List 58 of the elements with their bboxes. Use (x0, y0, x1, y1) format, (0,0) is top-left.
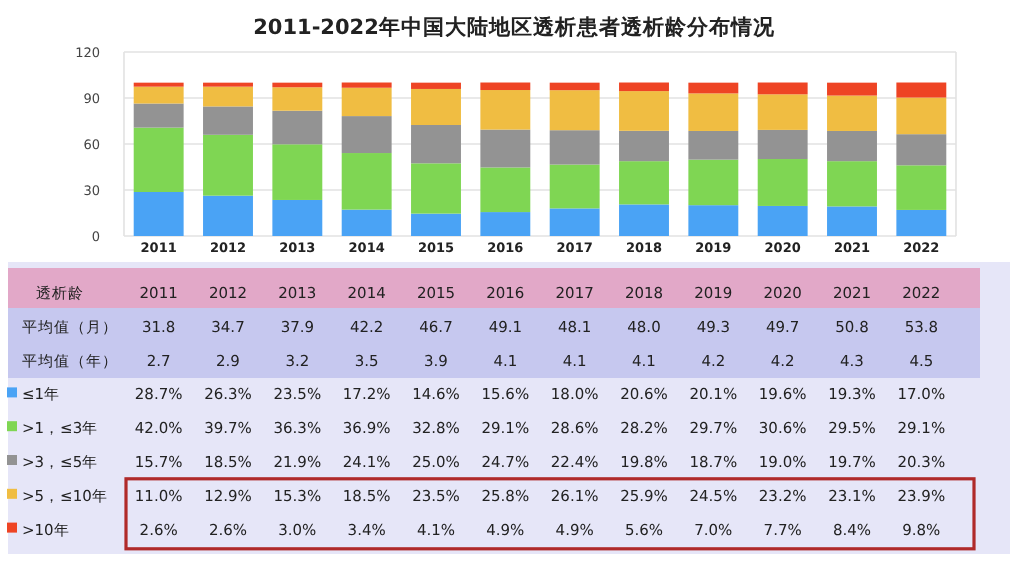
bar (619, 82, 669, 92)
bar (133, 86, 184, 104)
bar (896, 134, 947, 166)
bar (757, 159, 808, 206)
bar (341, 82, 392, 88)
bar (827, 161, 877, 207)
bar (896, 82, 947, 98)
bar (480, 212, 531, 236)
bar (480, 82, 531, 91)
bar (341, 153, 392, 210)
bar (341, 116, 392, 154)
bar (619, 161, 669, 205)
bar (133, 127, 184, 192)
bar (272, 199, 323, 236)
bar (133, 103, 184, 128)
bar (272, 144, 323, 200)
bar (688, 130, 739, 160)
bar (619, 204, 669, 236)
bar (688, 93, 739, 131)
bar (133, 191, 184, 236)
bar (619, 130, 669, 162)
bar (827, 206, 877, 236)
bar (203, 106, 253, 135)
bar (827, 130, 877, 162)
bar (896, 165, 947, 210)
chart-title: 2011-2022年中国大陆地区透析患者透析龄分布情况 (253, 14, 777, 40)
bar (896, 209, 947, 236)
bar (619, 91, 669, 131)
bar (203, 134, 253, 196)
bar (549, 130, 600, 165)
bar (341, 87, 392, 117)
bar (688, 82, 739, 94)
bar (411, 124, 461, 164)
bar (411, 213, 461, 236)
bar (549, 90, 600, 131)
bar (480, 129, 531, 168)
bar (411, 88, 461, 125)
bar (272, 110, 323, 145)
bar (341, 209, 392, 236)
bar (827, 95, 877, 131)
bar (827, 82, 877, 96)
bar (549, 82, 600, 91)
bar (688, 205, 739, 236)
bar (203, 195, 253, 236)
bar (480, 90, 531, 130)
bar (549, 164, 600, 209)
bar (549, 208, 600, 236)
bar (411, 82, 461, 89)
bar (757, 82, 808, 95)
bar (757, 129, 808, 160)
bar (480, 167, 531, 213)
bar (896, 97, 947, 135)
bar (203, 86, 253, 107)
bar (688, 159, 739, 206)
bar (757, 94, 808, 130)
bar (757, 205, 808, 236)
bar (272, 87, 323, 111)
bar (411, 163, 461, 214)
